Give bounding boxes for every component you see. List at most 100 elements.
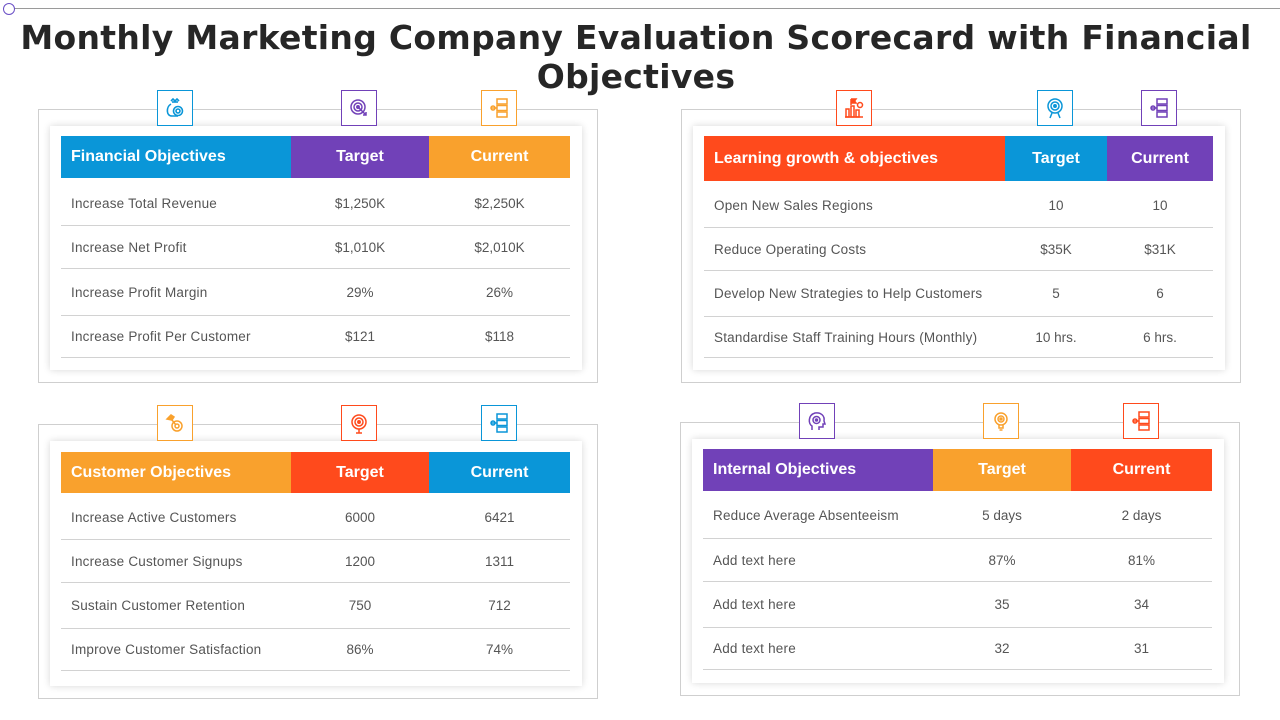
row-current: $2,250K xyxy=(474,195,525,211)
table-row: Improve Customer Satisfaction 86% 74% xyxy=(61,629,570,671)
table-row: Reduce Operating Costs $35K $31K xyxy=(704,228,1213,271)
row-target: 750 xyxy=(348,598,372,613)
internal-header-cell: Internal Objectives xyxy=(703,449,933,491)
row-label: Sustain Customer Retention xyxy=(71,598,246,613)
table-row: Open New Sales Regions 10 10 xyxy=(704,183,1213,228)
row-current: 1311 xyxy=(484,553,515,569)
financial-target-label: Target xyxy=(336,148,384,165)
stack-icon xyxy=(481,405,517,441)
row-current: 712 xyxy=(488,598,511,613)
customer-current-label: Current xyxy=(470,463,529,481)
internal-current-label: Current xyxy=(1112,461,1171,478)
row-label: Increase Profit Margin xyxy=(71,284,208,300)
stack-icon xyxy=(1123,403,1159,439)
learning-header-cell: Learning growth & objectives xyxy=(704,136,1005,181)
internal-header-label: Internal Objectives xyxy=(713,461,857,478)
customer-table-head: Customer Objectives Target Current xyxy=(61,452,570,493)
internal-current-cell: Current xyxy=(1071,449,1212,491)
row-label: Reduce Average Absenteeism xyxy=(713,508,899,523)
financial-current-label: Current xyxy=(470,148,529,165)
row-current: 31 xyxy=(1133,641,1150,656)
row-current: 74% xyxy=(485,642,514,657)
internal-table-head: Internal Objectives Target Current xyxy=(703,449,1212,491)
table-row: Reduce Average Absenteeism 5 days 2 days xyxy=(703,493,1212,539)
row-target: 5 xyxy=(1052,286,1060,301)
customer-target-label: Target xyxy=(336,463,384,481)
row-current: 26% xyxy=(485,284,514,300)
financial-target-cell: Target xyxy=(291,136,429,178)
row-target: 5 days xyxy=(982,508,1022,523)
row-current: 81% xyxy=(1127,552,1156,568)
head-target-icon xyxy=(799,403,835,439)
page-title: Monthly Marketing Company Evaluation Sco… xyxy=(20,18,1252,96)
row-current: 10 xyxy=(1152,197,1168,213)
row-target: 86% xyxy=(346,642,374,657)
table-row: Increase Net Profit $1,010K $2,010K xyxy=(61,226,570,269)
row-current: 6 xyxy=(1156,286,1164,301)
row-target: $35K xyxy=(1040,241,1072,257)
learning-header-label: Learning growth & objectives xyxy=(714,149,939,167)
financial-header-cell: Financial Objectives xyxy=(61,136,291,178)
financial-current-cell: Current xyxy=(429,136,570,178)
hand-target-icon xyxy=(157,405,193,441)
row-current: 2 days xyxy=(1121,508,1162,523)
row-label: Improve Customer Satisfaction xyxy=(71,642,262,657)
row-label: Increase Net Profit xyxy=(71,239,187,255)
table-row: Increase Total Revenue $1,250K $2,250K xyxy=(61,181,570,226)
learning-target-cell: Target xyxy=(1005,136,1107,181)
customer-header-label: Customer Objectives xyxy=(71,463,232,481)
row-label: Add text here xyxy=(713,552,796,568)
row-target: 1200 xyxy=(344,553,376,569)
row-target: 32 xyxy=(994,641,1010,656)
table-row: Increase Active Customers 6000 6421 xyxy=(61,495,570,540)
row-current: $118 xyxy=(484,329,515,344)
learning-current-label: Current xyxy=(1131,149,1189,167)
target-icon xyxy=(341,405,377,441)
row-target: 35 xyxy=(994,597,1010,612)
row-label: Increase Active Customers xyxy=(71,509,237,525)
row-label: Add text here xyxy=(713,641,796,656)
money-bag-icon xyxy=(157,90,193,126)
financial-table-head: Financial Objectives Target Current xyxy=(61,136,570,178)
customer-target-cell: Target xyxy=(291,452,429,493)
row-current: $2,010K xyxy=(474,239,525,255)
row-label: Increase Profit Per Customer xyxy=(71,329,251,344)
row-label: Reduce Operating Costs xyxy=(714,241,867,257)
row-label: Add text here xyxy=(713,597,796,612)
bulb-target-icon xyxy=(983,403,1019,439)
table-row: Develop New Strategies to Help Customers… xyxy=(704,271,1213,317)
row-current: 34 xyxy=(1133,597,1150,612)
table-row: Add text here 87% 81% xyxy=(703,539,1212,582)
row-current: 6 hrs. xyxy=(1143,329,1177,345)
row-target: 87% xyxy=(988,552,1016,568)
row-target: 6000 xyxy=(344,509,376,525)
row-label: Develop New Strategies to Help Customers xyxy=(714,286,983,301)
financial-header-label: Financial Objectives xyxy=(71,148,226,165)
table-row: Increase Profit Per Customer $121 $118 xyxy=(61,316,570,358)
bar-chart-flag-icon xyxy=(836,90,872,126)
internal-target-label: Target xyxy=(978,461,1026,478)
row-target: $1,010K xyxy=(334,239,386,255)
row-target: $1,250K xyxy=(334,195,386,211)
row-label: Open New Sales Regions xyxy=(714,197,873,213)
top-dot xyxy=(3,3,15,15)
learning-target-label: Target xyxy=(1032,149,1080,167)
stack-icon xyxy=(1141,90,1177,126)
table-row: Increase Profit Margin 29% 26% xyxy=(61,269,570,316)
row-label: Standardise Staff Training Hours (Monthl… xyxy=(714,329,978,345)
target-icon xyxy=(341,90,377,126)
row-label: Increase Customer Signups xyxy=(71,553,243,569)
table-row: Standardise Staff Training Hours (Monthl… xyxy=(704,317,1213,358)
row-label: Increase Total Revenue xyxy=(71,195,217,211)
table-row: Add text here 32 31 xyxy=(703,628,1212,670)
customer-current-cell: Current xyxy=(429,452,570,493)
table-row: Sustain Customer Retention 750 712 xyxy=(61,583,570,629)
row-target: 10 xyxy=(1048,197,1064,213)
table-row: Add text here 35 34 xyxy=(703,582,1212,628)
top-rule xyxy=(14,8,1280,9)
row-current: 6421 xyxy=(484,509,515,525)
target-icon xyxy=(1037,90,1073,126)
row-target: $121 xyxy=(344,329,376,344)
learning-table-head: Learning growth & objectives Target Curr… xyxy=(704,136,1213,181)
row-current: $31K xyxy=(1144,241,1176,257)
